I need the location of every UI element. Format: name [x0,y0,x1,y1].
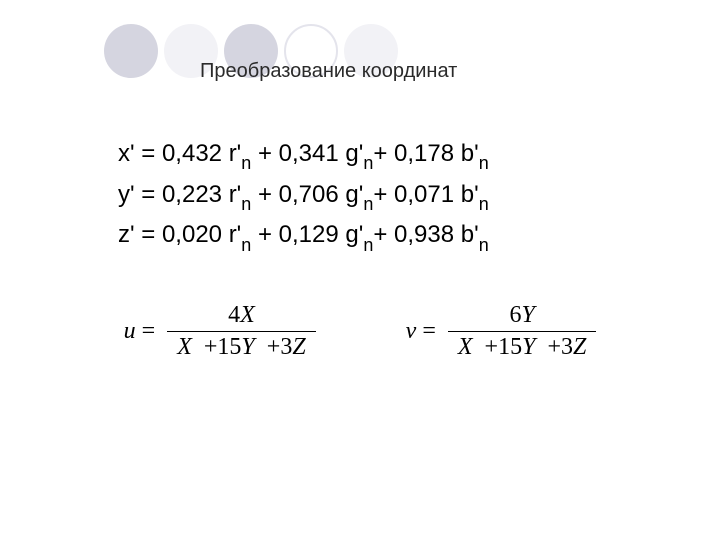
eq2-v1: r' [229,181,242,208]
v-den-t2c: 15 [498,334,522,360]
v-fraction: 6Y X +15Y +3Z [448,300,596,363]
eq2-c2: 0,706 [279,181,339,208]
equals: = [136,318,162,345]
u-denominator: X +15Y +3Z [167,331,315,363]
eq2-v2: g' [345,181,363,208]
v-den-t3v: Z [573,334,586,360]
eq2-s1: n [241,194,251,214]
formula-u: u = 4X X +15Y +3Z [124,300,316,363]
eq2-s2: n [363,194,373,214]
v-denominator: X +15Y +3Z [448,331,596,363]
eq1-c1: 0,432 [162,140,222,167]
eq2-c1: 0,223 [162,181,222,208]
eq3-s1: n [241,235,251,255]
eq2-v3: b' [461,181,479,208]
eq1-s1: n [241,153,251,173]
eq2-c3: 0,071 [394,181,454,208]
u-num-coef: 4 [228,302,240,328]
eq1-lhs: x' [118,140,135,167]
u-den-t3c: 3 [280,334,292,360]
page-title: Преобразование координат [200,60,457,83]
eq3-c3: 0,938 [394,221,454,248]
v-den-t2v: Y [522,334,535,360]
v-den-t1v: X [458,334,473,360]
eq2-lhs: y' [118,181,135,208]
u-den-t2v: Y [241,334,254,360]
eq3-c2: 0,129 [279,221,339,248]
v-den-t3c: 3 [561,334,573,360]
eq3-c1: 0,020 [162,221,222,248]
u-den-t1v: X [177,334,192,360]
equation-y: y' = 0,223 r'n + 0,706 g'n+ 0,071 b'n [118,176,489,217]
eq1-c3: 0,178 [394,140,454,167]
v-numerator: 6Y [499,300,544,331]
equation-x: x' = 0,432 r'n + 0,341 g'n+ 0,178 b'n [118,135,489,176]
eq3-s2: n [363,235,373,255]
equation-z: z' = 0,020 r'n + 0,129 g'n+ 0,938 b'n [118,216,489,257]
v-num-var: Y [521,302,534,328]
u-num-var: X [240,302,255,328]
u-fraction: 4X X +15Y +3Z [167,300,315,363]
u-den-t2c: 15 [217,334,241,360]
eq1-c2: 0,341 [279,140,339,167]
eq1-v1: r' [229,140,242,167]
v-lhs: v [406,318,417,345]
formula-v: v = 6Y X +15Y +3Z [406,300,597,363]
eq1-s3: n [479,153,489,173]
eq1-s2: n [363,153,373,173]
linear-equations: x' = 0,432 r'n + 0,341 g'n+ 0,178 b'n y'… [118,135,489,257]
v-num-coef: 6 [509,302,521,328]
circle-1 [104,24,158,78]
eq3-lhs: z' [118,221,135,248]
u-lhs: u [124,318,136,345]
eq3-v2: g' [345,221,363,248]
equals: = [416,318,442,345]
eq1-v3: b' [461,140,479,167]
eq2-s3: n [479,194,489,214]
u-numerator: 4X [218,300,265,331]
eq1-v2: g' [345,140,363,167]
u-den-t3v: Z [292,334,305,360]
eq3-s3: n [479,235,489,255]
fraction-formulas: u = 4X X +15Y +3Z v = 6Y X +15Y +3Z [0,300,720,363]
eq3-v1: r' [229,221,242,248]
eq3-v3: b' [461,221,479,248]
